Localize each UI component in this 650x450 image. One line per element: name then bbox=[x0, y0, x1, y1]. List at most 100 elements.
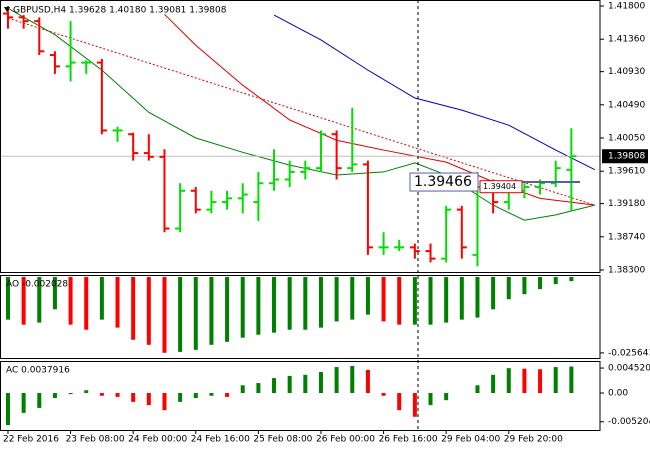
histogram-bar bbox=[506, 368, 511, 394]
histogram-bar bbox=[52, 277, 57, 310]
histogram-bar bbox=[178, 277, 183, 352]
histogram-bar bbox=[178, 393, 183, 402]
x-tick-label: 26 Feb 00:00 bbox=[316, 435, 375, 445]
histogram-bar bbox=[209, 393, 214, 396]
y-tick-label: 1.39180 bbox=[608, 199, 645, 209]
histogram-bar bbox=[5, 277, 10, 320]
price-label: 1.39466 bbox=[414, 174, 472, 190]
x-tick-label: 24 Feb 16:00 bbox=[191, 435, 250, 445]
histogram-bar bbox=[146, 277, 151, 345]
x-tick-label: 26 Feb 16:00 bbox=[379, 435, 438, 445]
y-tick-label: 1.40930 bbox=[608, 67, 645, 77]
y-tick-label: -0.025643 bbox=[608, 348, 650, 358]
histogram-bar bbox=[506, 277, 511, 300]
histogram-bar bbox=[412, 277, 417, 325]
current-price-box bbox=[602, 149, 648, 164]
histogram-bar bbox=[256, 277, 261, 335]
y-tick-label: 1.39610 bbox=[608, 167, 645, 177]
y-tick-label: 0.004520 bbox=[608, 364, 650, 374]
marker-label: 1.39404 bbox=[483, 182, 516, 191]
histogram-bar bbox=[21, 393, 26, 413]
x-tick-label: 29 Feb 04:00 bbox=[441, 435, 500, 445]
histogram-bar bbox=[193, 393, 198, 398]
histogram-bar bbox=[522, 277, 527, 295]
histogram-bar bbox=[444, 277, 449, 323]
histogram-bar bbox=[365, 277, 370, 315]
histogram-bar bbox=[287, 277, 292, 330]
x-tick-label: 25 Feb 08:00 bbox=[253, 435, 312, 445]
y-tick-label: 1.41800 bbox=[608, 2, 645, 12]
histogram-bar bbox=[428, 393, 433, 406]
histogram-bar bbox=[84, 277, 89, 330]
y-tick-label: 0.00 bbox=[608, 389, 628, 399]
histogram-bar bbox=[84, 390, 89, 394]
indicator-title: AO -0.002028 bbox=[6, 280, 68, 290]
histogram-bar bbox=[553, 367, 558, 394]
histogram-bar bbox=[162, 277, 167, 353]
histogram-bar bbox=[99, 393, 104, 396]
x-tick-label: 29 Feb 20:00 bbox=[504, 435, 563, 445]
histogram-bar bbox=[334, 277, 339, 322]
histogram-bar bbox=[115, 393, 120, 397]
histogram-bar bbox=[21, 277, 26, 325]
x-tick-label: 22 Feb 2016 bbox=[3, 435, 59, 445]
histogram-bar bbox=[381, 393, 386, 396]
histogram-bar bbox=[491, 277, 496, 310]
histogram-bar bbox=[522, 368, 527, 394]
histogram-bar bbox=[569, 366, 574, 394]
histogram-bar bbox=[475, 385, 480, 394]
panel-frame bbox=[0, 0, 601, 273]
x-tick-label: 24 Feb 00:00 bbox=[128, 435, 187, 445]
histogram-bar bbox=[5, 393, 10, 426]
histogram-bar bbox=[225, 393, 230, 397]
histogram-bar bbox=[475, 277, 480, 318]
panel-frame bbox=[0, 361, 601, 431]
histogram-bar bbox=[350, 365, 355, 394]
indicator-title: AC 0.0037916 bbox=[6, 366, 70, 376]
histogram-bar bbox=[491, 374, 496, 394]
histogram-bar bbox=[538, 369, 543, 394]
histogram-bar bbox=[318, 372, 323, 394]
histogram-bar bbox=[272, 378, 277, 394]
histogram-bar bbox=[68, 393, 73, 395]
histogram-bar bbox=[131, 393, 136, 402]
symbol-icon bbox=[4, 7, 10, 12]
histogram-bar bbox=[365, 369, 370, 394]
y-tick-label: 1.40050 bbox=[608, 133, 645, 143]
histogram-bar bbox=[459, 277, 464, 320]
histogram-bar bbox=[162, 393, 167, 411]
histogram-bar bbox=[99, 277, 104, 320]
histogram-bar bbox=[37, 393, 42, 408]
histogram-bar bbox=[428, 277, 433, 325]
histogram-bar bbox=[37, 277, 42, 323]
histogram-bar bbox=[381, 277, 386, 322]
y-tick-label: 1.41360 bbox=[608, 35, 645, 45]
panel-frame bbox=[0, 275, 601, 359]
trend-line bbox=[7, 17, 595, 206]
histogram-bar bbox=[318, 277, 323, 328]
y-tick-label: 1.40490 bbox=[608, 100, 645, 110]
histogram-bar bbox=[569, 277, 574, 282]
histogram-bar bbox=[303, 277, 308, 330]
histogram-bar bbox=[334, 367, 339, 394]
x-tick-label: 23 Feb 08:00 bbox=[66, 435, 125, 445]
current-price-label: 1.39808 bbox=[608, 152, 645, 162]
marker-box bbox=[479, 180, 523, 194]
histogram-bar bbox=[303, 374, 308, 394]
y-tick-label: 1.38740 bbox=[608, 232, 645, 242]
histogram-bar bbox=[209, 277, 214, 345]
y-tick-label: -0.005204 bbox=[608, 417, 650, 427]
histogram-bar bbox=[115, 277, 120, 328]
chart-title: GBPUSD,H4 1.39628 1.40180 1.39081 1.3980… bbox=[13, 6, 227, 16]
moving-average bbox=[273, 14, 596, 171]
histogram-bar bbox=[287, 375, 292, 394]
histogram-bar bbox=[553, 277, 558, 285]
histogram-bar bbox=[193, 277, 198, 350]
histogram-bar bbox=[146, 393, 151, 406]
histogram-bar bbox=[412, 393, 417, 417]
histogram-bar bbox=[397, 277, 402, 325]
histogram-bar bbox=[350, 277, 355, 320]
histogram-bar bbox=[240, 385, 245, 394]
